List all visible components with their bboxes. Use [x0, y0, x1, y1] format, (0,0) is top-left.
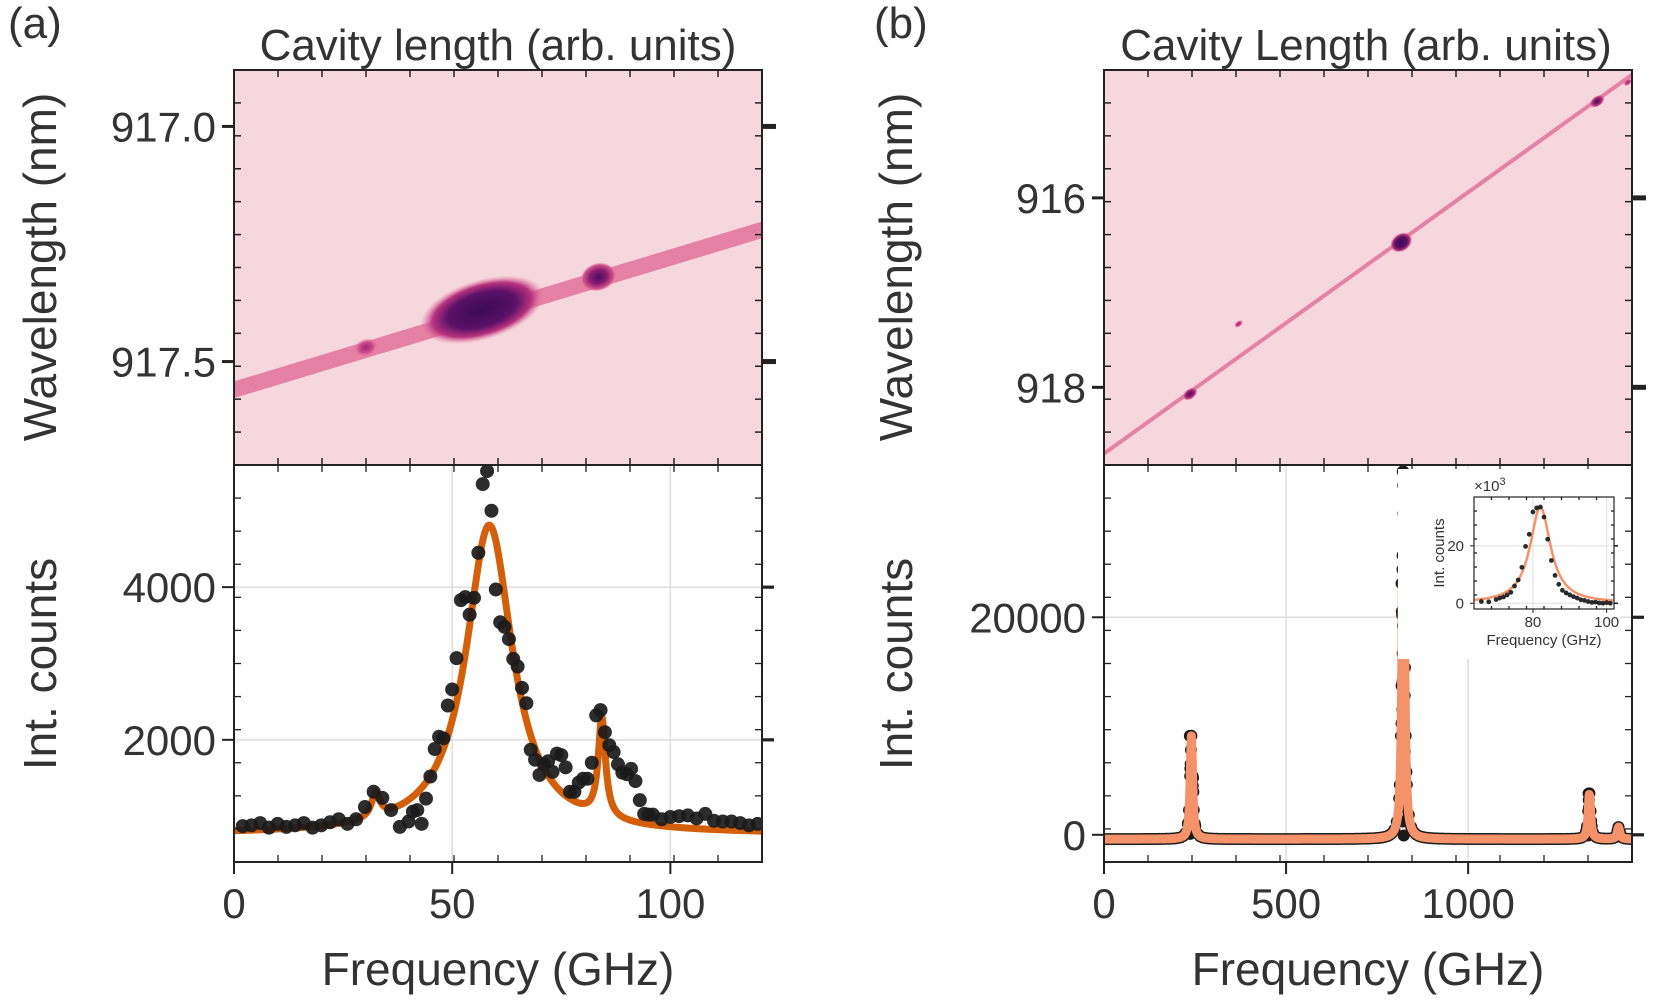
data-point: [445, 682, 459, 696]
data-point: [1608, 601, 1613, 606]
data-point: [484, 504, 498, 518]
data-point: [1519, 565, 1524, 570]
data-point: [1527, 532, 1532, 537]
data-point: [515, 681, 529, 695]
data-point: [467, 591, 481, 605]
data-point: [519, 696, 533, 710]
xtick-label: 80: [1525, 614, 1542, 631]
xtick-label: 0: [222, 880, 245, 927]
heatmap-a-top: 917.0 917.5: [111, 70, 776, 465]
data-point: [498, 620, 512, 634]
data-point: [607, 745, 621, 759]
data-point: [1512, 584, 1517, 589]
heatmap-background: [234, 70, 762, 465]
data-point: [633, 793, 647, 807]
data-point: [628, 774, 642, 788]
data-point: [1545, 537, 1550, 542]
ytick-label: 918: [1016, 364, 1086, 411]
data-point: [594, 703, 608, 717]
data-point: [1549, 558, 1554, 563]
data-point: [559, 760, 573, 774]
xtick-label: 1000: [1421, 880, 1514, 927]
data-point: [1486, 599, 1491, 604]
ylabel-b-top: Wavelength (nm): [870, 93, 922, 442]
xtick-label: 500: [1251, 880, 1321, 927]
ytick-label: 917.0: [111, 103, 216, 150]
title-a: Cavity length (arb. units): [260, 21, 737, 70]
data-point: [1508, 590, 1513, 595]
data-point: [1479, 599, 1484, 604]
data-point: [375, 791, 389, 805]
inset-plot: 80 100 0 20 Frequency (GHz) Int. counts ×103: [1398, 469, 1620, 659]
ytick-label: 0: [1456, 595, 1464, 612]
data-point: [554, 748, 568, 762]
data-point: [489, 582, 503, 596]
data-point: [511, 660, 525, 674]
title-b: Cavity Length (arb. units): [1120, 21, 1612, 70]
data-point: [580, 772, 594, 786]
data-point: [1538, 505, 1543, 510]
data-point: [1398, 830, 1410, 842]
data-point: [450, 651, 464, 665]
ytick-label: 917.5: [111, 339, 216, 386]
data-point: [358, 800, 372, 814]
data-point: [480, 464, 494, 478]
data-point: [436, 731, 450, 745]
ytick-label: 20: [1447, 538, 1464, 555]
data-point: [1553, 573, 1558, 578]
xlabel-a: Frequency (GHz): [322, 943, 675, 995]
xtick-label: 100: [1594, 614, 1619, 631]
data-point: [410, 803, 424, 817]
data-point: [441, 698, 455, 712]
inset-ylabel: Int. counts: [1431, 518, 1448, 587]
data-point: [1516, 578, 1521, 583]
data-point: [1523, 544, 1528, 549]
inset-multiplier-exponent: 3: [1499, 476, 1505, 488]
data-point: [1531, 510, 1536, 515]
data-point: [419, 792, 433, 806]
ytick-label: 916: [1016, 175, 1086, 222]
ytick-label: 20000: [969, 594, 1086, 641]
panel-label-b: (b): [874, 0, 928, 48]
plot-a-bottom: 0 50 100 2000 4000: [123, 464, 774, 927]
panel-label-a: (a): [8, 0, 62, 48]
data-point: [546, 765, 560, 779]
data-point: [1556, 582, 1561, 587]
ytick-label: 0: [1063, 812, 1086, 859]
data-point: [1542, 515, 1547, 520]
data-point: [476, 477, 490, 491]
ylabel-b-bottom: Int. counts: [870, 558, 922, 770]
data-point: [423, 769, 437, 783]
data-point: [463, 608, 477, 622]
xlabel-b: Frequency (GHz): [1192, 943, 1545, 995]
xtick-label: 50: [429, 880, 476, 927]
data-point: [471, 546, 485, 560]
data-point: [624, 762, 638, 776]
plot-background: [234, 465, 762, 862]
data-point: [598, 725, 612, 739]
xtick-label: 0: [1092, 880, 1115, 927]
data-point: [585, 756, 599, 770]
data-point: [415, 817, 429, 831]
heatmap-b-top: 916 918: [1016, 70, 1646, 465]
data-point: [502, 632, 516, 646]
xtick-label: 100: [635, 880, 705, 927]
ylabel-a-bottom: Int. counts: [14, 558, 66, 770]
ytick-label: 4000: [123, 564, 216, 611]
data-point: [384, 803, 398, 817]
ytick-label: 2000: [123, 717, 216, 764]
ylabel-a-top: Wavelength (nm): [14, 93, 66, 442]
data-point: [349, 812, 363, 826]
inset-xlabel: Frequency (GHz): [1486, 632, 1601, 649]
